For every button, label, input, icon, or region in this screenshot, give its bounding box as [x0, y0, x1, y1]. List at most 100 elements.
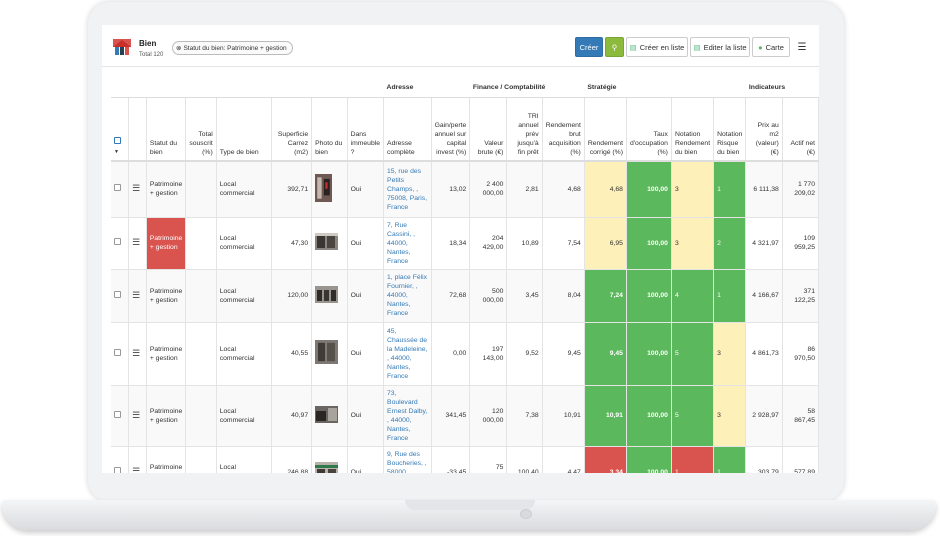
hamburger-icon[interactable]: ☰ [132, 347, 141, 358]
filter-chip-label: Statut du bien: Patrimoine + gestion [183, 44, 287, 52]
chevron-down-icon[interactable]: ▼ [114, 149, 119, 155]
in-building-cell: Oui [347, 322, 385, 386]
search-button[interactable]: ⚲ [605, 37, 624, 57]
gain-cell: 341,45 [431, 385, 471, 447]
occupancy-cell: 100,00 [626, 322, 672, 386]
group-address: Adresse [383, 79, 470, 98]
row-menu[interactable]: ☰ [128, 217, 147, 270]
address-link[interactable]: 9, Rue des Boucheries, , 58000, Nevers, … [383, 446, 432, 473]
area-cell: 47,30 [271, 217, 313, 270]
net-asset-cell: 1 770 209,02 [782, 161, 819, 218]
laptop-notch [405, 500, 535, 510]
row-menu[interactable]: ☰ [128, 269, 147, 323]
irr-cell: 2,81 [506, 161, 543, 218]
photo-cell [311, 161, 348, 218]
gross-yield-cell: 8,04 [542, 269, 585, 323]
address-link[interactable]: 1, place Félix Fournier, , 44000, Nantes… [383, 269, 432, 323]
yield-rating-cell: 3 [671, 217, 715, 270]
col-type[interactable]: Type de bien [216, 97, 273, 162]
value-cell: 2 400 000,00 [469, 161, 508, 218]
area-cell: 246,88 [271, 446, 313, 473]
map-button[interactable]: ● Carte [752, 37, 790, 57]
row-menu[interactable]: ☰ [128, 385, 147, 447]
status-cell: Patrimoine + gestion [146, 161, 187, 218]
col-risk-rating[interactable]: Notation Risque du bien [713, 97, 747, 162]
photo-cell [311, 446, 348, 473]
address-link[interactable]: 15, rue des Petits Champs, , 75008, Pari… [383, 161, 432, 218]
col-in-building[interactable]: Dans immeuble ? [347, 97, 385, 162]
group-indicators: Indicateurs [745, 79, 819, 98]
select-all-checkbox[interactable] [114, 137, 121, 144]
in-building-cell: Oui [347, 385, 385, 447]
table-row[interactable]: ☰ Patrimoine + gestion Local commercial … [111, 322, 819, 386]
hamburger-icon[interactable]: ☰ [132, 289, 141, 300]
address-link[interactable]: 73, Boulevard Ernest Dalby, , 44000, Nan… [383, 385, 432, 447]
occupancy-cell: 100,00 [626, 385, 672, 447]
hamburger-icon[interactable]: ☰ [132, 237, 141, 247]
status-cell: Patrimoine + gestion [146, 322, 187, 386]
table-row[interactable]: ☰ Patrimoine + gestion Local commercial … [111, 161, 819, 218]
col-occupancy[interactable]: Taux d'occupation (%) [626, 97, 672, 162]
irr-cell: 7,38 [506, 385, 543, 447]
col-total-subscribed[interactable]: Total souscrit (%) [185, 97, 217, 162]
col-status[interactable]: Statut du bien [146, 97, 187, 162]
value-cell: 75 000,00 [469, 446, 508, 473]
col-gross-value[interactable]: Valeur brute (€) [469, 97, 508, 162]
filter-chip[interactable]: ⊗ Statut du bien: Patrimoine + gestion [172, 41, 293, 55]
subscribed-cell [185, 269, 217, 323]
gross-yield-cell: 10,91 [542, 385, 585, 447]
row-menu[interactable]: ☰ [128, 446, 147, 474]
address-link[interactable]: 7, Rue Cassini, , 44000, Nantes, France [383, 217, 432, 270]
occupancy-cell: 100,00 [626, 269, 672, 323]
col-yield-rating[interactable]: Notation Rendement du bien [671, 97, 715, 162]
col-photo[interactable]: Photo du bien [311, 97, 348, 162]
status-cell: Patrimoine + gestion [146, 385, 187, 447]
value-cell: 197 143,00 [469, 322, 508, 386]
col-gross-yield[interactable]: Rendement brut acquisition (%) [542, 97, 585, 162]
address-link[interactable]: 45, Chaussée de la Madeleine, , 44000, N… [383, 322, 432, 386]
row-checkbox[interactable] [111, 446, 130, 473]
corrected-yield-cell: 6,95 [584, 217, 627, 270]
irr-cell: 9,52 [506, 322, 543, 386]
row-checkbox[interactable] [111, 385, 130, 447]
hamburger-icon[interactable]: ☰ [132, 183, 141, 194]
gain-cell: 72,68 [431, 269, 471, 323]
trackpad-dot [520, 509, 532, 519]
gross-yield-cell: 7,54 [542, 217, 585, 270]
create-button-label: Créer [579, 42, 599, 52]
price-m2-cell: 4 861,73 [745, 322, 783, 386]
create-list-button[interactable]: ▤ Créer en liste [626, 37, 688, 57]
row-checkbox[interactable] [111, 269, 130, 323]
create-button[interactable]: Créer [575, 37, 603, 57]
status-cell: Patrimoine + gestion [146, 217, 187, 270]
row-checkbox[interactable] [111, 217, 130, 270]
table-row[interactable]: ☰ Patrimoine + gestion Local commercial … [111, 217, 819, 270]
hamburger-icon[interactable]: ☰ [132, 409, 141, 420]
price-m2-cell: 4 321,97 [745, 217, 783, 270]
risk-rating-cell: 1 [713, 269, 747, 323]
list-icon: ▤ [629, 42, 637, 52]
edit-list-button[interactable]: ▤ Editer la liste [690, 37, 750, 57]
table-row[interactable]: ☰ Patrimoine + gestion Local commercial … [111, 446, 819, 473]
col-corrected-yield[interactable]: Rendement corrigé (%) [584, 97, 627, 162]
col-price-m2[interactable]: Prix au m2 (valeur) (€) [745, 97, 783, 162]
table-row[interactable]: ☰ Patrimoine + gestion Local commercial … [111, 385, 819, 447]
row-menu[interactable]: ☰ [128, 322, 147, 386]
col-net-asset[interactable]: Actif net (€) [782, 97, 819, 162]
table-row[interactable]: ☰ Patrimoine + gestion Local commercial … [111, 269, 819, 323]
photo-cell [311, 269, 348, 323]
select-all[interactable]: ▼ [111, 97, 130, 162]
map-marker-icon: ● [758, 42, 763, 52]
risk-rating-cell: 3 [713, 385, 747, 447]
type-cell: Local commercial [216, 385, 273, 447]
menu-button[interactable]: ☰ [793, 37, 811, 57]
row-checkbox[interactable] [111, 322, 130, 386]
hamburger-icon[interactable]: ☰ [132, 466, 141, 474]
col-area[interactable]: Superficie Carrez (m2) [271, 97, 313, 162]
row-checkbox[interactable] [111, 161, 130, 218]
status-cell: Patrimoine + gestion [146, 446, 187, 473]
col-address[interactable]: Adresse complète [383, 97, 432, 162]
row-menu[interactable]: ☰ [128, 161, 147, 218]
col-gain-loss[interactable]: Gain/perte annuel sur capital invest (%) [431, 97, 471, 162]
col-irr[interactable]: TRI annuel prév jusqu'à fin prêt [506, 97, 543, 162]
